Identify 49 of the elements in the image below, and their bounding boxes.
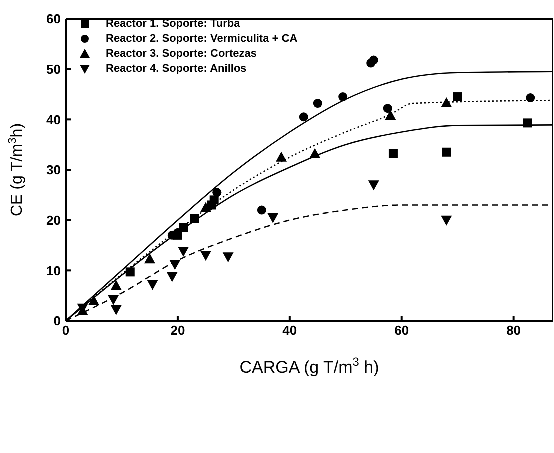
y-tick-label: 0 [54,314,61,329]
point [385,110,396,120]
point [257,206,266,215]
y-tick-label: 60 [46,12,61,27]
point [170,260,181,270]
y-tick-label: 30 [46,162,61,178]
point [147,280,158,290]
point [313,99,322,108]
point [178,247,190,258]
point [166,272,178,282]
x-axis-title: CARGA (g T/m$^{3}$ h) [240,355,380,377]
point [200,251,212,262]
point [110,280,122,290]
point [441,98,452,108]
legend-label: Reactor 4. Soporte: Anillos [106,62,247,74]
x-tick-label: 40 [282,323,298,338]
point [388,149,398,158]
legend-label: Reactor 3. Soporte: Cortezas [106,48,257,60]
point [210,196,219,205]
point [190,214,200,224]
y-tick-label: 40 [46,112,61,128]
point [383,104,392,114]
x-tick-label: 60 [394,323,410,338]
point [523,118,532,128]
point [276,152,288,162]
point [108,295,120,306]
point [110,305,122,316]
point [212,188,222,198]
point [222,252,234,263]
x-tick-label: 80 [506,323,522,338]
y-tick-label: 10 [46,263,61,278]
legend-label: Reactor 2. Soporte: Vermiculita + CA [106,32,298,44]
point [299,112,308,122]
y-tick-label: 20 [46,212,61,228]
x-tick-label: 20 [170,323,186,338]
point [442,148,452,157]
point [453,92,462,102]
point [338,92,348,102]
point [200,202,212,212]
point [310,148,321,158]
point [268,213,279,224]
point [368,180,380,191]
point [126,268,135,277]
point [144,254,156,264]
point [441,216,452,226]
y-tick-label: 50 [46,62,61,77]
point [369,56,378,65]
point [526,94,536,103]
point [88,295,100,306]
